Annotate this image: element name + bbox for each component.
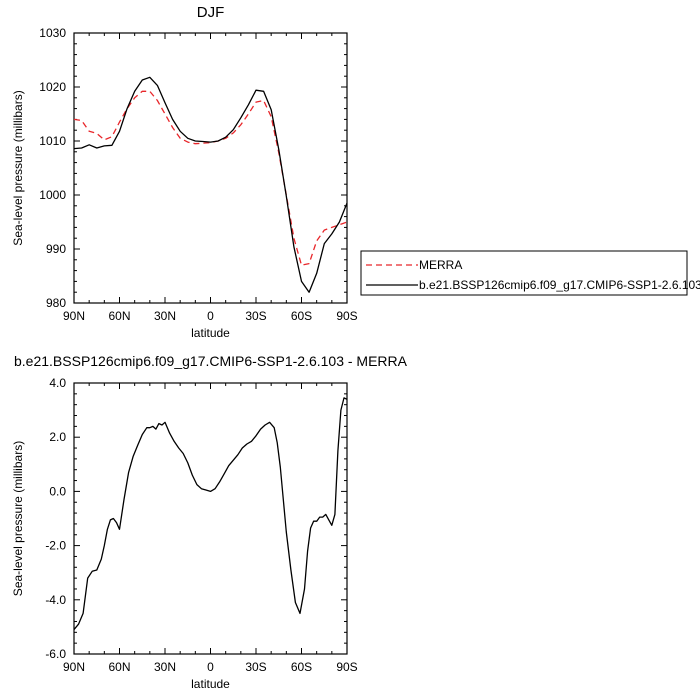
x-tick-label: 0 <box>207 309 214 323</box>
y-tick-label: 1030 <box>39 26 66 40</box>
plot-frame <box>73 382 348 655</box>
x-tick-label: 30S <box>245 660 266 674</box>
x-tick-label: 60N <box>108 660 130 674</box>
series-line-1 <box>73 76 348 293</box>
x-tick-label: 90N <box>63 309 85 323</box>
y-tick-label: -4.0 <box>45 593 66 607</box>
y-tick-label: 0.0 <box>49 484 66 498</box>
series-line-0 <box>73 397 348 631</box>
y-axis-label: Sea-level pressure (millibars) <box>11 441 25 596</box>
x-tick-label: 90S <box>336 660 357 674</box>
y-tick-label: 2.0 <box>49 430 66 444</box>
x-axis-label: latitude <box>191 326 230 340</box>
y-tick-label: 1000 <box>39 188 66 202</box>
x-tick-label: 0 <box>207 660 214 674</box>
x-tick-label: 30N <box>154 309 176 323</box>
y-tick-label: 990 <box>46 242 66 256</box>
y-tick-label: -2.0 <box>45 539 66 553</box>
x-tick-label: 90N <box>63 660 85 674</box>
x-tick-label: 60N <box>108 309 130 323</box>
legend-label: MERRA <box>419 258 462 272</box>
legend-label: b.e21.BSSP126cmip6.f09_g17.CMIP6-SSP1-2.… <box>419 278 700 292</box>
x-tick-label: 90S <box>336 309 357 323</box>
plot-frame <box>73 32 348 304</box>
y-tick-label: 1020 <box>39 80 66 94</box>
series-line-0 <box>73 90 348 266</box>
x-tick-label: 30S <box>245 309 266 323</box>
chart-title: b.e21.BSSP126cmip6.f09_g17.CMIP6-SSP1-2.… <box>14 353 408 369</box>
y-tick-label: 1010 <box>39 134 66 148</box>
y-axis-label: Sea-level pressure (millibars) <box>11 90 25 245</box>
x-axis-label: latitude <box>191 677 230 691</box>
legend-box <box>360 250 688 296</box>
x-tick-label: 30N <box>154 660 176 674</box>
x-tick-label: 60S <box>291 309 312 323</box>
y-tick-label: -6.0 <box>45 647 66 661</box>
y-tick-label: 4.0 <box>49 376 66 390</box>
x-tick-label: 60S <box>291 660 312 674</box>
chart-title: DJF <box>197 4 225 21</box>
y-tick-label: 980 <box>46 296 66 310</box>
